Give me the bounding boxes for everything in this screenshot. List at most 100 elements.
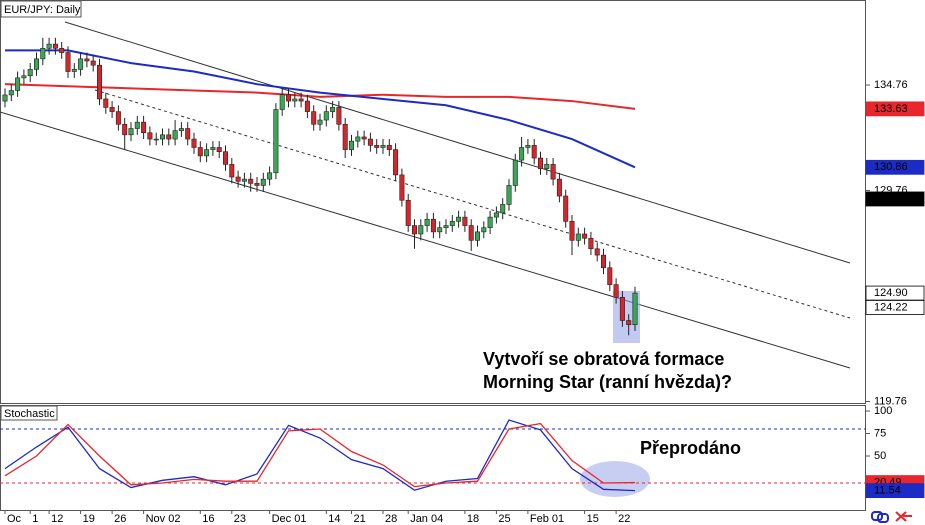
candle-body xyxy=(229,164,235,178)
price-marker-label: 124.90 xyxy=(874,287,908,299)
candle-body xyxy=(103,98,109,108)
x-tick-label: 12 xyxy=(51,513,63,525)
candle-body xyxy=(336,107,342,125)
candle-body xyxy=(52,43,58,49)
price-panel xyxy=(0,0,866,404)
y-tick-label: 50 xyxy=(874,450,886,462)
x-tick-label: 14 xyxy=(328,513,340,525)
candle-body xyxy=(33,58,39,70)
candle-body xyxy=(241,178,247,182)
candle-body xyxy=(8,90,14,96)
candle-body xyxy=(456,216,462,222)
chart-title: EUR/JPY: Daily xyxy=(4,4,81,16)
channel-middle xyxy=(94,89,851,319)
candle-body xyxy=(59,48,65,53)
candle-body xyxy=(267,172,273,180)
candle-body xyxy=(40,48,46,60)
candle-body xyxy=(115,111,121,125)
candle-body xyxy=(147,132,153,140)
candle-body xyxy=(550,164,556,180)
indicator-line xyxy=(4,422,636,488)
candle-body xyxy=(2,94,8,102)
candle-body xyxy=(588,237,594,250)
candle-body xyxy=(418,225,424,235)
close-icon[interactable] xyxy=(895,511,912,522)
candle-body xyxy=(210,147,216,150)
candle-body xyxy=(216,147,222,153)
candle-body xyxy=(519,147,525,161)
candle-body xyxy=(166,134,172,140)
candle-body xyxy=(15,77,21,91)
candle-body xyxy=(178,128,184,131)
candle-body xyxy=(544,164,550,169)
candle-body xyxy=(437,227,443,233)
y-tick-label: 119.76 xyxy=(874,395,907,407)
candle-body xyxy=(512,159,518,186)
candle-body xyxy=(304,100,310,112)
candle-body xyxy=(607,267,613,285)
candle-body xyxy=(311,111,317,125)
indicator-line xyxy=(4,83,636,110)
x-tick-label: 19 xyxy=(83,513,95,525)
candle-body xyxy=(424,218,430,226)
candle-body xyxy=(525,145,531,148)
candle-body xyxy=(27,69,33,77)
price-marker xyxy=(865,300,925,315)
candle-body xyxy=(462,216,468,226)
candle-body xyxy=(235,176,241,182)
candle-body xyxy=(46,43,52,49)
link-icon[interactable] xyxy=(871,511,883,521)
link-icon[interactable] xyxy=(877,513,889,523)
candle-body xyxy=(97,64,103,100)
candle-body xyxy=(474,231,480,241)
candle-body xyxy=(292,98,298,102)
candle-body xyxy=(575,233,581,241)
candle-body xyxy=(109,107,115,112)
candle-body xyxy=(248,178,254,184)
candle-body xyxy=(330,107,336,112)
candle-body xyxy=(204,149,210,157)
x-tick-label: 18 xyxy=(467,513,479,525)
channel-lower xyxy=(0,111,851,369)
candle-body xyxy=(537,157,543,169)
indicator-line xyxy=(4,419,636,492)
candle-body xyxy=(285,94,291,102)
indicator-box xyxy=(0,405,58,421)
candle-body xyxy=(355,136,361,142)
y-tick-label: 75 xyxy=(874,427,886,439)
candle-body xyxy=(90,60,96,66)
candle-body xyxy=(260,178,266,186)
toolbar-icons[interactable] xyxy=(871,511,912,523)
candle-body xyxy=(569,221,575,241)
x-tick-label: 22 xyxy=(618,513,630,525)
candle-body xyxy=(613,284,619,298)
price-marker xyxy=(865,101,925,117)
x-tick-label: Nov 02 xyxy=(146,513,181,525)
candle-body xyxy=(78,58,84,70)
candle-body xyxy=(506,185,512,205)
candle-body xyxy=(298,98,304,102)
x-tick-label: Oc xyxy=(7,513,22,525)
candle-body xyxy=(273,109,279,174)
candle-body xyxy=(323,111,329,121)
x-tick-label: 21 xyxy=(354,513,366,525)
candle-body xyxy=(500,204,506,214)
candle-body xyxy=(626,320,632,326)
candle-body xyxy=(556,178,562,197)
candle-body xyxy=(317,119,323,125)
candle-body xyxy=(197,147,203,157)
x-tick-label: 28 xyxy=(385,513,397,525)
price-marker xyxy=(865,159,925,175)
channel-upper xyxy=(64,21,851,264)
x-tick-label: Jan 04 xyxy=(410,513,443,525)
candle-body xyxy=(531,145,537,159)
candle-body xyxy=(594,248,600,256)
candle-body xyxy=(65,52,71,72)
candle-body xyxy=(223,151,229,165)
candle-body xyxy=(122,123,128,136)
x-tick-label: 16 xyxy=(202,513,214,525)
annotation: Vytvoří se obratová formace xyxy=(483,349,724,369)
candle-body xyxy=(449,221,455,226)
